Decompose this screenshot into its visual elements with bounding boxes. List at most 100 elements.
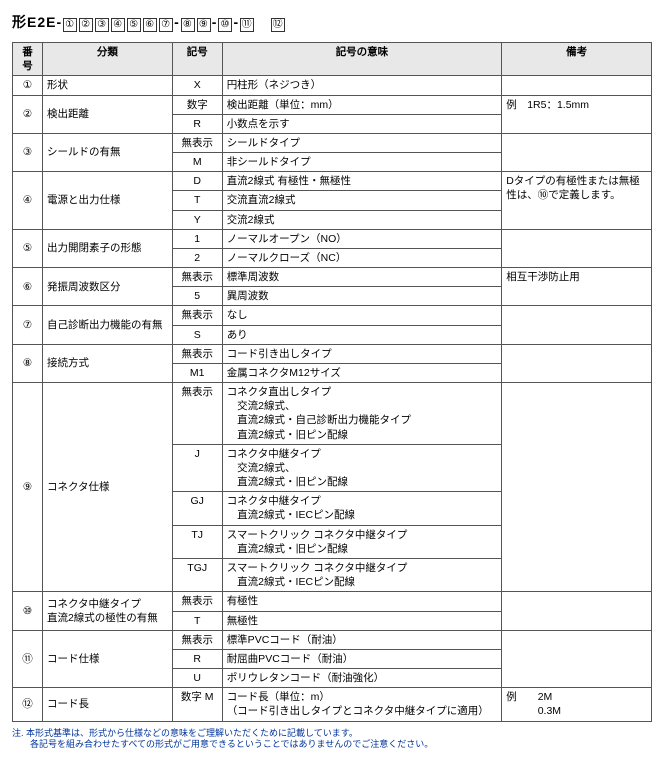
meaning-cell: コード引き出しタイプ xyxy=(222,344,502,363)
table-row: ⑥発振周波数区分無表示標準周波数相互干渉防止用 xyxy=(13,268,652,287)
title-separator: - xyxy=(233,14,239,30)
symbol-cell: M1 xyxy=(172,363,222,382)
table-row: ②検出距離数字検出距離（単位：mm）例 1R5：1.5mm xyxy=(13,95,652,114)
symbol-cell: D xyxy=(172,172,222,191)
table-row: ⑦自己診断出力機能の有無無表示なし xyxy=(13,306,652,325)
title-circle: ⑫ xyxy=(271,18,285,32)
title-prefix: 形E2E- xyxy=(12,14,62,30)
table-row: ⑩コネクタ中継タイプ直流2線式の極性の有無無表示有極性 xyxy=(13,592,652,611)
symbol-cell: 数字 M xyxy=(172,688,222,721)
title-circle: ⑩ xyxy=(218,18,232,32)
note-cell: 例 1R5：1.5mm xyxy=(502,95,652,133)
table-row: ⑪コード仕様無表示標準PVCコード（耐油） xyxy=(13,630,652,649)
symbol-cell: R xyxy=(172,114,222,133)
category-cell: 接続方式 xyxy=(42,344,172,382)
title-circle: ② xyxy=(79,18,93,32)
table-row: ⑧接続方式無表示コード引き出しタイプ xyxy=(13,344,652,363)
num-cell: ⑦ xyxy=(13,306,43,344)
footnote: 注. 本形式基準は、形式から仕様などの意味をご理解いただくために記載しています。… xyxy=(12,728,652,751)
num-cell: ① xyxy=(13,76,43,95)
meaning-cell: 有極性 xyxy=(222,592,502,611)
meaning-cell: スマートクリック コネクタ中継タイプ 直流2線式・旧ピン配線 xyxy=(222,525,502,558)
symbol-cell: 無表示 xyxy=(172,592,222,611)
note-cell xyxy=(502,229,652,267)
note-cell: 相互干渉防止用 xyxy=(502,268,652,306)
note-cell xyxy=(502,630,652,688)
table-row: ⑤出力開閉素子の形態1ノーマルオープン（NO） xyxy=(13,229,652,248)
meaning-cell: あり xyxy=(222,325,502,344)
title-line: 形E2E-①②③④⑤⑥⑦-⑧⑨-⑩-⑪ ⑫ xyxy=(12,12,652,32)
category-cell: コード仕様 xyxy=(42,630,172,688)
header-sym: 記号 xyxy=(172,43,222,76)
meaning-cell: 交流2線式 xyxy=(222,210,502,229)
symbol-cell: GJ xyxy=(172,492,222,525)
symbol-cell: J xyxy=(172,444,222,492)
table-row: ①形状X円柱形（ネジつき） xyxy=(13,76,652,95)
meaning-cell: 円柱形（ネジつき） xyxy=(222,76,502,95)
symbol-cell: 数字 xyxy=(172,95,222,114)
title-circle: ⑪ xyxy=(240,18,254,32)
meaning-cell: シールドタイプ xyxy=(222,133,502,152)
header-cat: 分類 xyxy=(42,43,172,76)
meaning-cell: なし xyxy=(222,306,502,325)
num-cell: ⑥ xyxy=(13,268,43,306)
title-separator xyxy=(255,14,270,30)
header-note: 備考 xyxy=(502,43,652,76)
title-circle: ③ xyxy=(95,18,109,32)
symbol-cell: X xyxy=(172,76,222,95)
note-cell: 例 2M 0.3M xyxy=(502,688,652,721)
category-cell: シールドの有無 xyxy=(42,133,172,171)
symbol-cell: Y xyxy=(172,210,222,229)
meaning-cell: 標準周波数 xyxy=(222,268,502,287)
symbol-cell: 無表示 xyxy=(172,630,222,649)
num-cell: ② xyxy=(13,95,43,133)
category-cell: コード長 xyxy=(42,688,172,721)
symbol-cell: 1 xyxy=(172,229,222,248)
meaning-cell: 金属コネクタM12サイズ xyxy=(222,363,502,382)
title-separator: - xyxy=(212,14,218,30)
num-cell: ③ xyxy=(13,133,43,171)
meaning-cell: ポリウレタンコード（耐油強化） xyxy=(222,669,502,688)
symbol-cell: T xyxy=(172,191,222,210)
symbol-cell: U xyxy=(172,669,222,688)
meaning-cell: 無極性 xyxy=(222,611,502,630)
meaning-cell: 標準PVCコード（耐油） xyxy=(222,630,502,649)
symbol-cell: TJ xyxy=(172,525,222,558)
title-circle: ⑦ xyxy=(159,18,173,32)
category-cell: 自己診断出力機能の有無 xyxy=(42,306,172,344)
num-cell: ④ xyxy=(13,172,43,230)
meaning-cell: 非シールドタイプ xyxy=(222,153,502,172)
category-cell: 出力開閉素子の形態 xyxy=(42,229,172,267)
num-cell: ⑨ xyxy=(13,383,43,592)
title-circle: ⑨ xyxy=(197,18,211,32)
num-cell: ⑫ xyxy=(13,688,43,721)
symbol-cell: 無表示 xyxy=(172,306,222,325)
meaning-cell: スマートクリック コネクタ中継タイプ 直流2線式・IECピン配線 xyxy=(222,558,502,591)
note-cell: Dタイプの有極性または無極性は、⑩で定義します。 xyxy=(502,172,652,230)
title-circle: ⑤ xyxy=(127,18,141,32)
symbol-cell: S xyxy=(172,325,222,344)
symbol-cell: 無表示 xyxy=(172,383,222,445)
symbol-cell: 5 xyxy=(172,287,222,306)
symbol-cell: T xyxy=(172,611,222,630)
title-circle: ④ xyxy=(111,18,125,32)
header-mean: 記号の意味 xyxy=(222,43,502,76)
table-row: ③シールドの有無無表示シールドタイプ xyxy=(13,133,652,152)
meaning-cell: ノーマルオープン（NO） xyxy=(222,229,502,248)
symbol-cell: R xyxy=(172,649,222,668)
note-cell xyxy=(502,306,652,344)
symbol-cell: TGJ xyxy=(172,558,222,591)
symbol-cell: M xyxy=(172,153,222,172)
meaning-cell: 小数点を示す xyxy=(222,114,502,133)
title-separator: - xyxy=(174,14,180,30)
note-cell xyxy=(502,344,652,382)
title-circle: ⑥ xyxy=(143,18,157,32)
symbol-cell: 無表示 xyxy=(172,268,222,287)
meaning-cell: 検出距離（単位：mm） xyxy=(222,95,502,114)
note-cell xyxy=(502,592,652,630)
num-cell: ⑤ xyxy=(13,229,43,267)
meaning-cell: コネクタ直出しタイプ 交流2線式、 直流2線式・自己診断出力機能タイプ 直流2線… xyxy=(222,383,502,445)
header-num: 番号 xyxy=(13,43,43,76)
category-cell: 検出距離 xyxy=(42,95,172,133)
note-cell xyxy=(502,76,652,95)
